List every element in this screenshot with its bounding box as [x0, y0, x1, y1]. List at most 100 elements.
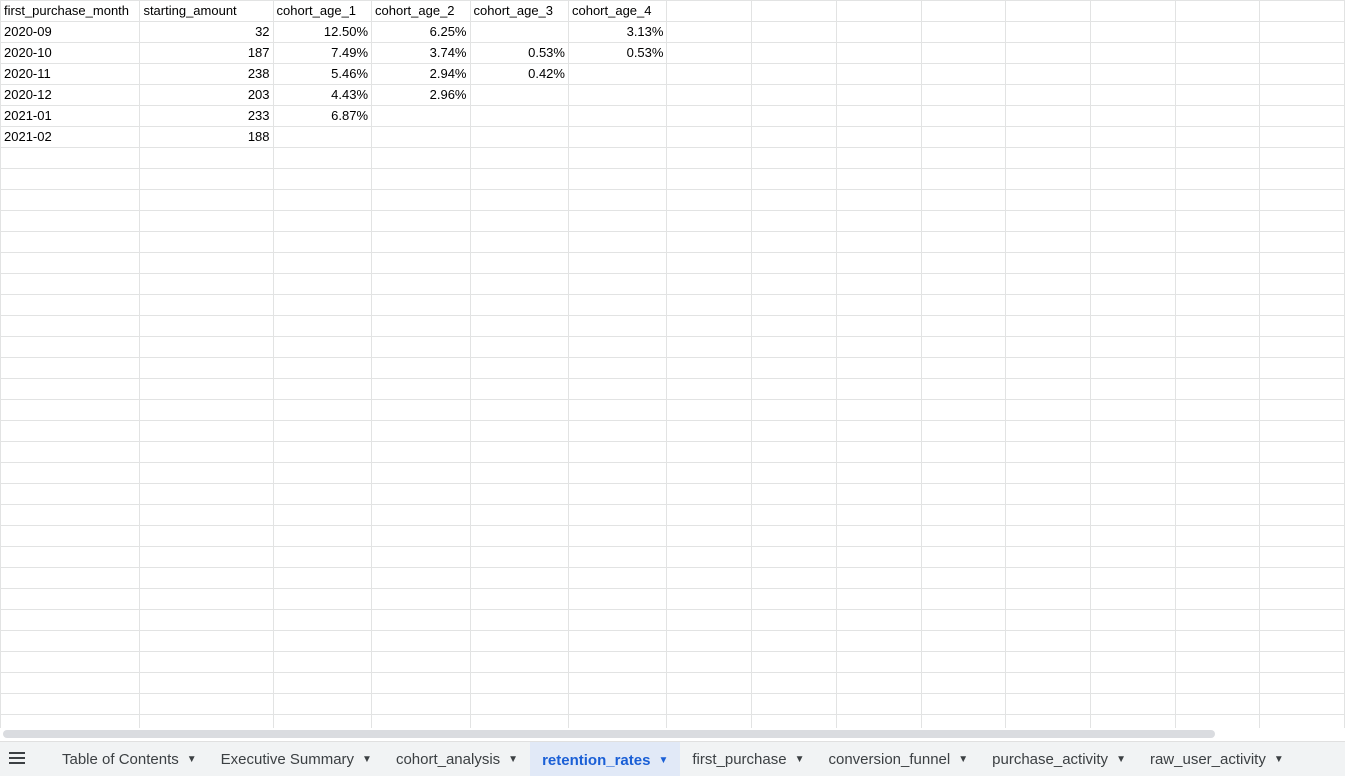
- cell[interactable]: [567, 672, 668, 694]
- sheet-table[interactable]: first_purchase_month starting_amount cohor…: [0, 0, 1345, 728]
- cell[interactable]: [0, 294, 141, 316]
- cell[interactable]: [0, 189, 141, 211]
- cell[interactable]: [751, 273, 837, 295]
- cell[interactable]: [1259, 378, 1345, 400]
- cell[interactable]: [469, 588, 569, 610]
- cell[interactable]: [835, 672, 922, 694]
- cell[interactable]: [1089, 126, 1176, 148]
- cell[interactable]: [1005, 189, 1091, 211]
- cell[interactable]: [272, 336, 373, 358]
- cell[interactable]: [371, 546, 471, 568]
- cell[interactable]: [139, 210, 274, 232]
- cell[interactable]: [469, 462, 569, 484]
- cell[interactable]: [139, 441, 274, 463]
- cell[interactable]: [835, 84, 922, 106]
- cell[interactable]: [371, 609, 471, 631]
- cell[interactable]: [1005, 0, 1091, 22]
- cell[interactable]: [1005, 693, 1091, 715]
- cell[interactable]: [0, 273, 141, 295]
- cell[interactable]: [1089, 315, 1176, 337]
- cell[interactable]: [0, 672, 141, 694]
- cell[interactable]: [0, 399, 141, 421]
- cell[interactable]: [751, 126, 837, 148]
- cell[interactable]: [371, 231, 471, 253]
- cell[interactable]: [666, 588, 753, 610]
- cell[interactable]: [666, 378, 753, 400]
- cell[interactable]: [1005, 630, 1091, 652]
- cell[interactable]: [835, 126, 922, 148]
- cell[interactable]: [469, 315, 569, 337]
- cell[interactable]: [0, 714, 141, 728]
- cell[interactable]: [1089, 462, 1176, 484]
- cell[interactable]: [469, 714, 569, 728]
- cell[interactable]: [751, 609, 837, 631]
- cell[interactable]: [371, 630, 471, 652]
- cell[interactable]: [139, 315, 274, 337]
- cell[interactable]: [1174, 21, 1261, 43]
- cell[interactable]: [1005, 273, 1091, 295]
- cell[interactable]: [751, 462, 837, 484]
- cell[interactable]: [835, 357, 922, 379]
- cell[interactable]: [835, 210, 922, 232]
- cell[interactable]: [0, 357, 141, 379]
- cell[interactable]: [835, 336, 922, 358]
- cell[interactable]: [371, 105, 471, 127]
- cell[interactable]: [272, 147, 373, 169]
- cell[interactable]: [1174, 525, 1261, 547]
- cell[interactable]: [1259, 483, 1345, 505]
- cell[interactable]: [371, 126, 471, 148]
- caret-down-icon[interactable]: ▼: [1273, 753, 1284, 765]
- cell[interactable]: [751, 84, 837, 106]
- cell[interactable]: [751, 420, 837, 442]
- cell[interactable]: [1089, 294, 1176, 316]
- cell[interactable]: [1005, 504, 1091, 526]
- cell[interactable]: [666, 126, 753, 148]
- cell[interactable]: [1005, 441, 1091, 463]
- cell[interactable]: [835, 525, 922, 547]
- cell[interactable]: [371, 483, 471, 505]
- cell[interactable]: [1089, 399, 1176, 421]
- cell[interactable]: [835, 315, 922, 337]
- cell[interactable]: [666, 42, 753, 64]
- cell[interactable]: [1174, 189, 1261, 211]
- cell[interactable]: [1005, 546, 1091, 568]
- cell[interactable]: [751, 147, 837, 169]
- cell[interactable]: [469, 357, 569, 379]
- cell[interactable]: [139, 168, 274, 190]
- cell[interactable]: [1089, 210, 1176, 232]
- cell[interactable]: [920, 588, 1007, 610]
- cell[interactable]: [835, 42, 922, 64]
- cell[interactable]: [835, 567, 922, 589]
- cell[interactable]: [1259, 714, 1345, 728]
- cell[interactable]: [371, 252, 471, 274]
- cell[interactable]: [1005, 420, 1091, 442]
- cell[interactable]: [371, 399, 471, 421]
- cell[interactable]: [371, 273, 471, 295]
- cell[interactable]: [751, 378, 837, 400]
- cell[interactable]: [371, 714, 471, 728]
- cell[interactable]: [272, 378, 373, 400]
- cell[interactable]: [666, 399, 753, 421]
- cell[interactable]: [666, 357, 753, 379]
- cell[interactable]: [567, 630, 668, 652]
- cell[interactable]: [1005, 126, 1091, 148]
- cell[interactable]: [371, 315, 471, 337]
- cell[interactable]: [666, 315, 753, 337]
- cell[interactable]: [751, 567, 837, 589]
- caret-down-icon[interactable]: ▼: [958, 753, 969, 765]
- cell[interactable]: [920, 0, 1007, 22]
- cell[interactable]: [751, 483, 837, 505]
- cell[interactable]: [835, 504, 922, 526]
- cell[interactable]: [1259, 147, 1345, 169]
- cell[interactable]: [469, 336, 569, 358]
- cell[interactable]: [567, 63, 668, 85]
- cell[interactable]: [1174, 147, 1261, 169]
- cell[interactable]: [1259, 672, 1345, 694]
- sheet-tab[interactable]: first_purchase ▼: [680, 742, 816, 776]
- cell[interactable]: [835, 483, 922, 505]
- cell[interactable]: [1005, 357, 1091, 379]
- cell[interactable]: [567, 168, 668, 190]
- cell[interactable]: [1089, 420, 1176, 442]
- cell[interactable]: [1174, 567, 1261, 589]
- cell[interactable]: [751, 504, 837, 526]
